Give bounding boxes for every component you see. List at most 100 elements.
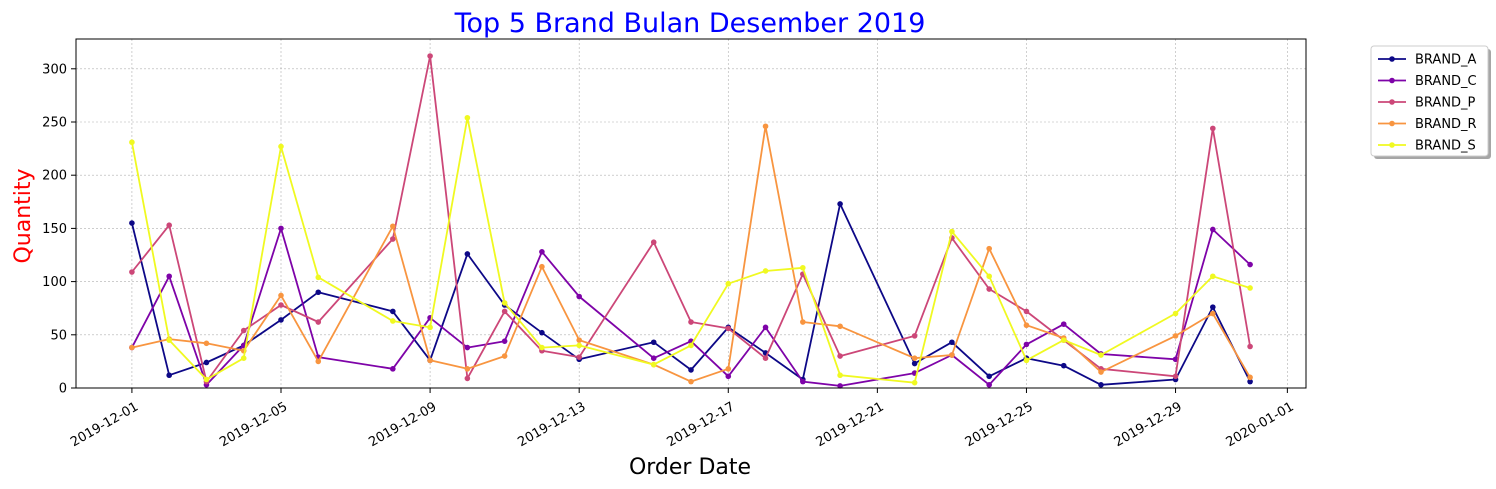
data-point [576,337,582,343]
data-point [837,372,843,379]
data-point [166,273,172,280]
x-tick-label: 2019-12-29 [1112,399,1185,450]
y-axis-label: Quantity [11,168,36,263]
legend-swatch-marker [1389,56,1395,62]
data-point [427,357,433,364]
series-brand-r [129,123,1253,385]
data-point [1247,285,1253,291]
data-point [539,329,545,336]
data-point [1247,261,1253,268]
data-point [278,292,284,299]
data-point [501,300,508,306]
data-point [464,344,471,351]
series-brand-a [129,201,1253,388]
data-point [1210,310,1216,317]
data-point [427,324,433,331]
data-point [278,302,284,308]
data-point [464,251,471,257]
data-point [501,308,508,315]
data-point [501,338,508,344]
data-point [949,352,955,358]
data-point [688,367,694,373]
data-point [688,319,694,325]
data-point [986,373,992,380]
data-point [390,236,396,242]
x-tick-label: 2019-12-01 [68,399,141,450]
data-point [501,353,508,359]
data-point [986,245,992,252]
data-point [1210,125,1216,132]
y-tick-label: 0 [59,382,67,397]
data-point [240,327,247,334]
data-point [837,353,843,359]
data-point [911,379,918,386]
data-point [203,376,210,383]
data-point [576,293,582,300]
legend-swatch-marker [1389,142,1395,148]
data-point [278,143,284,150]
data-point [837,323,843,330]
data-point [949,228,955,235]
legend-label: BRAND_P [1415,96,1476,111]
data-point [464,375,471,382]
data-point [1060,321,1067,327]
data-point [1247,374,1253,381]
y-tick-label: 150 [42,222,67,237]
data-point [800,378,806,385]
data-point [539,344,545,351]
data-point [986,382,992,388]
data-point [725,373,732,380]
data-point [1172,310,1179,317]
data-point [688,342,694,349]
data-point [911,355,918,362]
data-point [539,263,545,270]
x-axis-label: Order Date [629,455,751,480]
data-point [539,249,545,255]
data-point [166,372,172,379]
data-point [203,359,210,366]
legend-box [1370,45,1489,157]
data-point [725,325,732,332]
y-tick-label: 250 [42,115,67,130]
legend-swatch-marker [1389,77,1395,84]
data-point [650,239,657,246]
data-point [762,268,769,274]
data-point [725,280,732,287]
data-point [278,225,284,232]
y-axis: 0 50 100 150 200 250 300 [42,62,76,397]
data-point [427,53,433,59]
data-point [1210,304,1216,310]
data-point [911,333,918,339]
data-point [1172,373,1179,380]
data-point [240,355,247,362]
data-point [129,139,135,146]
series-line [131,55,1251,383]
data-point [1247,343,1253,350]
data-point [837,201,843,207]
data-point [278,317,284,323]
data-point [911,360,918,367]
data-point [129,220,135,226]
data-point [725,366,732,372]
data-point [315,289,322,296]
legend-label: BRAND_R [1415,117,1477,132]
data-point [1247,378,1253,385]
data-point [1098,382,1104,388]
data-point [1023,308,1030,315]
data-point [315,358,322,365]
data-point [1172,333,1179,339]
data-point [1210,226,1216,233]
grid-lines [76,39,1306,389]
data-point [576,342,582,349]
data-point [390,308,396,315]
y-tick-label: 50 [50,328,67,343]
data-point [762,324,769,331]
plot-area-frame [75,38,1307,389]
data-point [390,318,396,324]
y-tick-label: 200 [42,169,67,184]
legend: BRAND_A BRAND_C BRAND_P BRAND_R BRAND_S [1370,45,1491,159]
data-point [650,339,657,346]
data-point [762,355,769,362]
data-point [1023,322,1030,329]
